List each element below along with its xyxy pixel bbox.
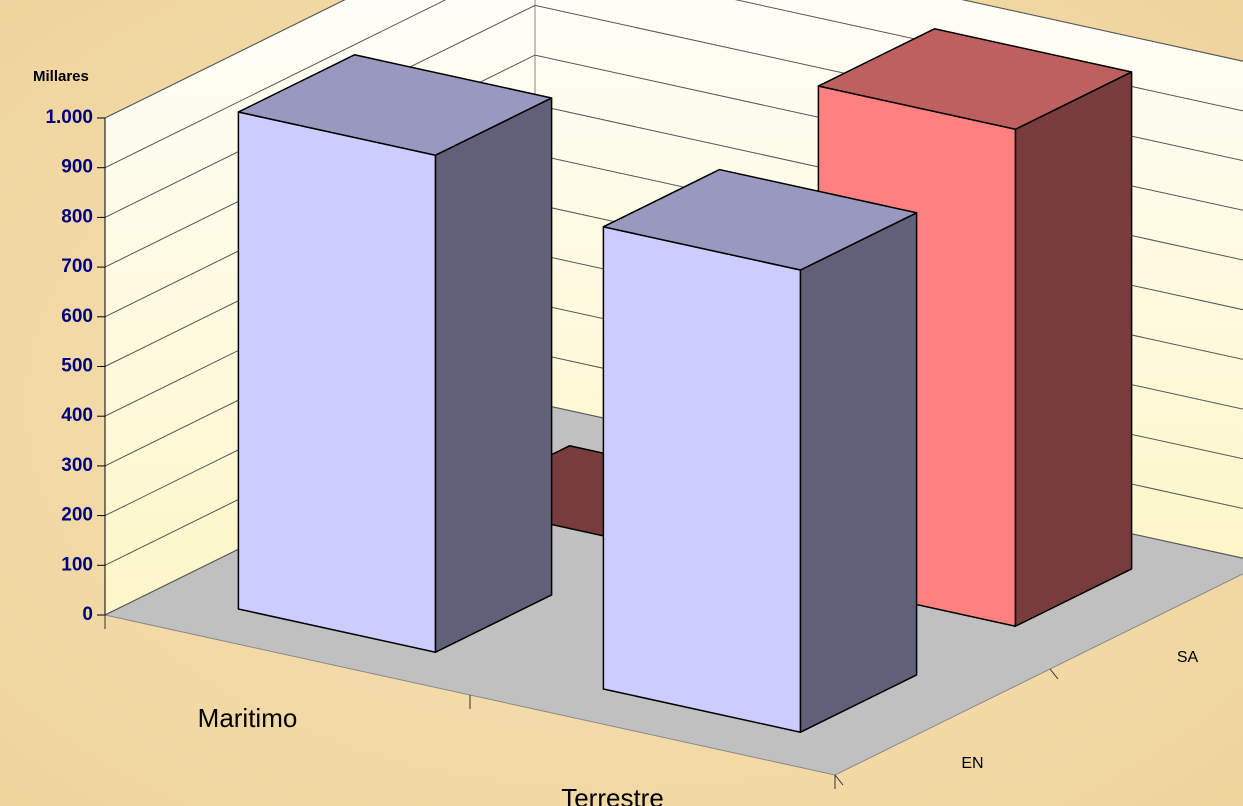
bar-front	[237, 111, 437, 653]
y-unit-label: Millares	[33, 68, 89, 85]
y-tick-label: 300	[61, 455, 93, 476]
y-tick-label: 700	[61, 256, 93, 277]
bar	[237, 54, 553, 653]
legend-label: SA	[1177, 649, 1199, 666]
bar-front	[602, 226, 802, 733]
y-tick-label: 800	[61, 206, 93, 227]
bar-side	[1014, 71, 1133, 627]
y-tick-label: 100	[61, 554, 93, 575]
bar-top	[237, 54, 553, 156]
x-tick-label: Terrestre	[561, 783, 664, 806]
y-tick-label: 900	[61, 157, 93, 178]
y-tick-label: 500	[61, 356, 93, 377]
bar-side	[434, 97, 553, 653]
y-tick-label: 400	[61, 405, 93, 426]
y-tick-label: 200	[61, 505, 93, 526]
y-tick-label: 600	[61, 306, 93, 327]
bar-side	[799, 212, 918, 733]
z-tick	[834, 774, 844, 786]
grid-line	[104, 0, 1243, 119]
legend-label: EN	[961, 755, 983, 772]
bar	[602, 168, 918, 733]
z-tick	[1049, 668, 1059, 680]
bar-top	[817, 28, 1133, 130]
y-tick-label: 0	[82, 604, 93, 625]
x-tick-label: Maritimo	[198, 703, 298, 733]
bar-top	[602, 168, 918, 271]
plot-area: 0 100 200 300 400 500 600 700 800 900 1.000 Maritim…	[45, 0, 1243, 806]
y-tick-label: 1.000	[45, 107, 93, 128]
